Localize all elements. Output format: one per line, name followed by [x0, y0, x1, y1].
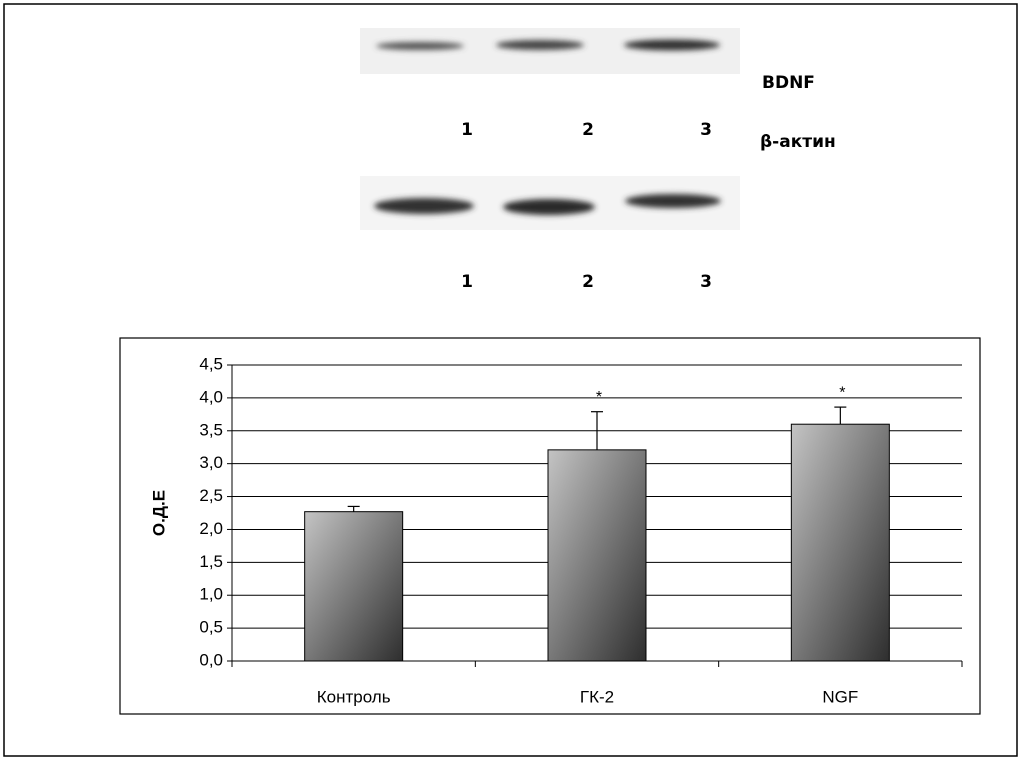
y-tick-label: 2,5: [199, 486, 223, 505]
lane-label: 2: [582, 272, 594, 292]
x-tick-label: Контроль: [317, 687, 391, 706]
bar: [791, 424, 889, 661]
y-axis-label: О.Д.Е: [149, 490, 168, 536]
x-tick-label: NGF: [822, 687, 858, 706]
actin-label: β-актин: [760, 132, 836, 152]
blot-bdnf: [360, 28, 740, 74]
y-tick-label: 3,0: [199, 453, 223, 472]
figure: BDNF β-актин 1 2 3 1 2 3 О.Д.Е 0,0 0,5 1,0…: [0, 0, 1022, 760]
significance-marker: *: [839, 384, 845, 401]
y-tick-label: 3,5: [199, 420, 223, 439]
y-tick-label: 0,5: [199, 618, 223, 637]
x-tick-label: ГК-2: [580, 687, 614, 706]
y-tick-label: 2,0: [199, 519, 223, 538]
lane-label: 1: [461, 120, 473, 140]
bar: [548, 450, 646, 661]
lane-label: 1: [461, 272, 473, 292]
y-tick-label: 4,5: [199, 354, 223, 373]
y-tick-label: 1,5: [199, 552, 223, 571]
significance-marker: *: [596, 389, 602, 406]
bar: [305, 512, 403, 661]
y-tick-label: 4,0: [199, 387, 223, 406]
bdnf-label: BDNF: [762, 73, 815, 93]
blot-actin: [360, 176, 740, 230]
y-tick-label: 1,0: [199, 585, 223, 604]
lane-label: 3: [700, 272, 712, 292]
lane-label: 3: [700, 120, 712, 140]
y-tick-label: 0,0: [199, 650, 223, 669]
lane-label: 2: [582, 120, 594, 140]
